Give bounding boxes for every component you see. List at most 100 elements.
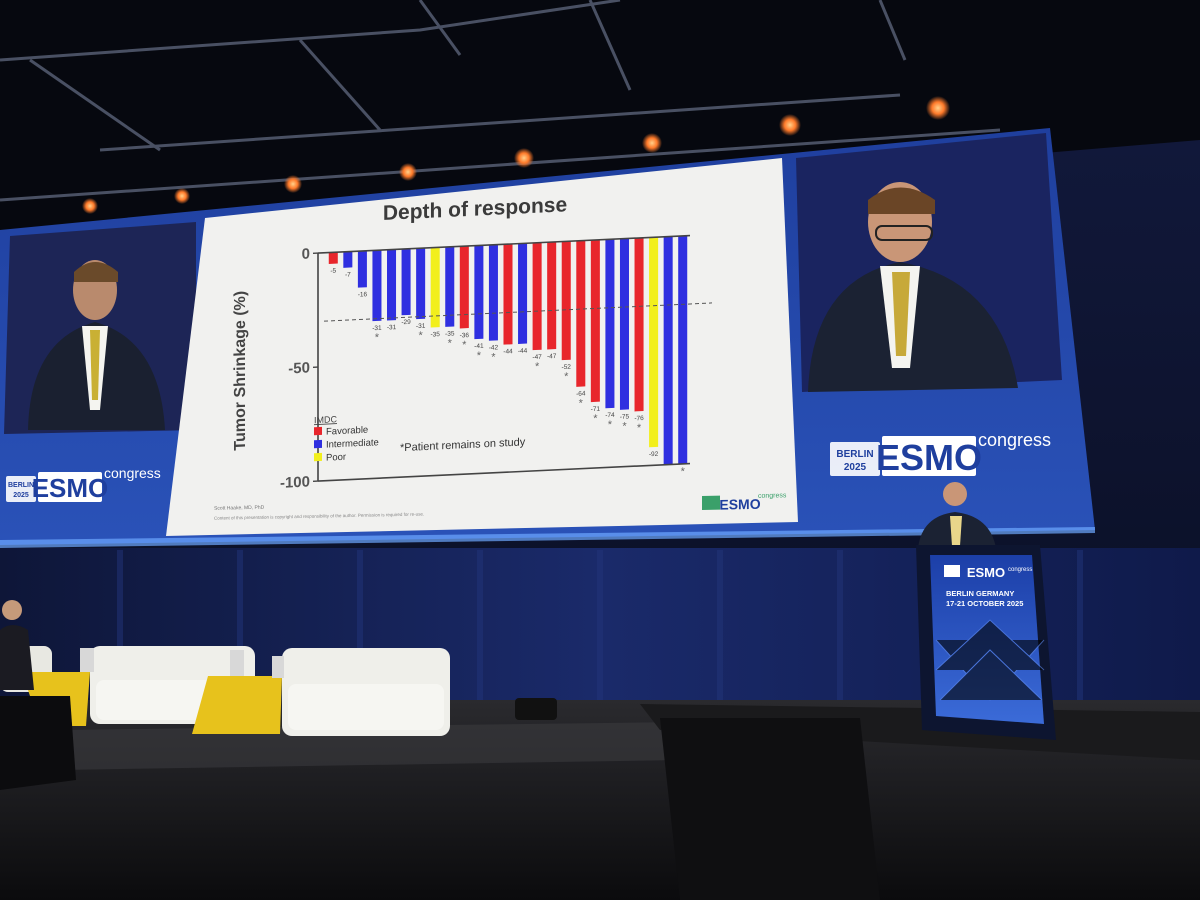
data-label: -76 <box>634 415 644 422</box>
bar <box>547 241 557 350</box>
bar <box>459 245 469 329</box>
reference-line <box>324 302 712 322</box>
data-label: -47 <box>547 353 557 360</box>
on-study-marker: * <box>681 466 686 478</box>
bar <box>576 240 586 387</box>
x-axis-top <box>318 234 690 254</box>
bar <box>649 237 659 448</box>
y-tick-label: -100 <box>280 473 310 491</box>
data-label: -42 <box>489 344 499 351</box>
legend-title: IMDC <box>314 414 337 425</box>
data-label: -31 <box>387 324 397 331</box>
bar <box>590 239 600 403</box>
bar <box>343 251 353 268</box>
bar <box>474 245 484 340</box>
logo-year: 2025 <box>844 462 867 473</box>
data-label: -35 <box>430 331 440 338</box>
y-axis-label: Tumor Shrinkage (%) <box>232 290 249 450</box>
camera-riser <box>660 718 880 900</box>
bar <box>678 235 688 465</box>
on-study-marker: * <box>448 338 453 350</box>
logo-suffix: congress <box>978 430 1051 450</box>
y-tick-label: 0 <box>302 245 310 262</box>
bar <box>619 238 629 410</box>
data-label: -35 <box>445 330 455 337</box>
podium-brand: ESMO <box>967 565 1005 580</box>
slide-credits: Scott Haake, MD, PhD Content of this pre… <box>214 505 424 521</box>
right-speaker-figure <box>808 182 1018 392</box>
data-label: -52 <box>562 364 572 371</box>
presenter-credit: Scott Haake, MD, PhD <box>214 505 265 512</box>
footnote: *Patient remains on study <box>400 436 526 454</box>
left-speaker-figure <box>28 260 165 430</box>
bar <box>416 248 426 320</box>
legend-swatch <box>314 452 322 462</box>
bar <box>561 241 571 361</box>
bar <box>503 243 513 345</box>
bar <box>663 236 673 465</box>
data-label: -74 <box>605 412 615 419</box>
legend-label: Favorable <box>326 425 368 438</box>
on-study-marker: * <box>579 397 584 409</box>
data-label: -29 <box>401 319 411 326</box>
bar <box>518 243 528 344</box>
data-label: -31 <box>372 325 382 332</box>
screen-edge-glow <box>0 527 1095 548</box>
bars: -5-7-16-31*-31-29-31* -35 -35*-36* -41*-42*… <box>328 235 688 478</box>
legend-label: Poor <box>326 452 346 464</box>
logo-suffix: congress <box>104 465 161 481</box>
data-label: -71 <box>591 406 601 413</box>
data-label: -5 <box>330 268 336 275</box>
copyright-note: Content of this presentation is copyrigh… <box>214 512 424 521</box>
data-label: -47 <box>532 354 542 361</box>
stage-monitor <box>515 698 557 720</box>
y-tick-label: -50 <box>288 359 310 377</box>
data-label: -31 <box>416 323 426 330</box>
panel-seating <box>0 646 450 790</box>
left-esmo-logo: BERLIN 2025 ESMO congress <box>6 465 161 503</box>
logo-brand: ESMO <box>719 496 760 513</box>
bar <box>387 249 397 321</box>
slide-esmo-logo: ESMO congress <box>702 492 787 513</box>
stage-spotlights <box>82 96 950 214</box>
on-study-marker: * <box>622 421 627 433</box>
bar <box>372 250 382 322</box>
lighting-truss <box>0 0 1001 202</box>
on-study-marker: * <box>477 350 482 362</box>
data-label: -7 <box>345 271 351 278</box>
bar <box>445 246 455 327</box>
legend-swatch <box>314 439 322 449</box>
data-label: -41 <box>474 343 484 350</box>
logo-city: BERLIN <box>8 482 34 489</box>
bar <box>357 250 367 288</box>
podium-location: BERLIN GERMANY <box>946 589 1014 598</box>
bar <box>605 239 615 409</box>
data-label: -44 <box>503 348 513 355</box>
logo-year: 2025 <box>13 492 29 499</box>
on-study-marker: * <box>375 332 380 344</box>
podium: ESMO congress BERLIN GERMANY 17-21 OCTOB… <box>916 545 1056 740</box>
podium-suffix: congress <box>1008 567 1032 573</box>
seated-panelist <box>0 600 34 690</box>
on-study-marker: * <box>608 419 613 431</box>
right-esmo-logo: BERLIN 2025 ESMO congress <box>830 430 1051 478</box>
logo-brand: ESMO <box>876 437 982 478</box>
data-label: -36 <box>460 332 470 339</box>
on-study-marker: * <box>491 351 496 363</box>
logo-brand: ESMO <box>32 473 109 503</box>
data-label: -44 <box>518 348 528 355</box>
bar <box>488 244 498 341</box>
depth-of-response-chart: Depth of response Tumor Shrinkage (%) -5… <box>232 193 712 492</box>
podium-speaker <box>918 482 996 548</box>
legend-swatch <box>314 426 322 436</box>
bar <box>430 247 440 328</box>
bar <box>634 237 644 412</box>
on-study-marker: * <box>462 339 467 351</box>
curtain-folds <box>117 550 1083 705</box>
bar <box>328 252 338 264</box>
logo-city: BERLIN <box>836 449 873 460</box>
data-label: -64 <box>576 390 586 397</box>
on-study-marker: * <box>564 371 569 383</box>
on-study-marker: * <box>593 413 598 425</box>
